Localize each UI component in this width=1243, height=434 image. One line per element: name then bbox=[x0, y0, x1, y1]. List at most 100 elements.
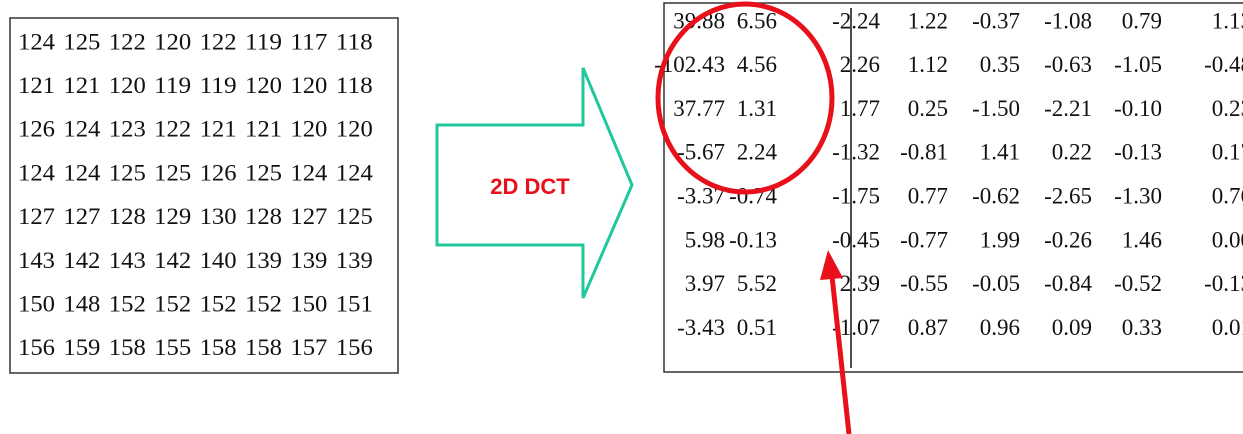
matrix-cell: 120 bbox=[245, 73, 282, 98]
matrix-cell: 125 bbox=[336, 204, 373, 229]
matrix-cell: 0.00 bbox=[1212, 227, 1243, 252]
matrix-cell: 121 bbox=[18, 73, 55, 98]
matrix-cell: -5.67 bbox=[677, 140, 725, 165]
matrix-cell: 120 bbox=[336, 117, 373, 142]
matrix-cell: 124 bbox=[63, 117, 101, 142]
matrix-cell: 120 bbox=[154, 29, 191, 54]
matrix-cell: -0.13 bbox=[1114, 140, 1162, 165]
cells: 124 125 122 120 122 119 117 118 121 121 120 119 119 1… bbox=[18, 8, 1243, 360]
matrix-cell: 0.35 bbox=[980, 52, 1020, 77]
matrix-cell: -2.21 bbox=[1044, 96, 1092, 121]
matrix-cell: 120 bbox=[290, 73, 327, 98]
transform-label: 2D DCT bbox=[490, 174, 570, 199]
matrix-cell: 123 bbox=[109, 117, 146, 142]
matrix-cell: 0.87 bbox=[908, 315, 948, 340]
matrix-cell: 0.79 bbox=[1122, 8, 1162, 33]
matrix-cell: 124 bbox=[63, 160, 101, 185]
matrix-cell: 152 bbox=[109, 291, 146, 316]
matrix-cell: -0.05 bbox=[972, 271, 1020, 296]
matrix-cell: 1.77 bbox=[840, 96, 880, 121]
matrix-cell: 117 bbox=[290, 29, 327, 54]
matrix-cell: 0.22 bbox=[1052, 140, 1092, 165]
matrix-cell: 143 bbox=[18, 248, 55, 273]
matrix-cell: 128 bbox=[109, 204, 146, 229]
matrix-cell: 2.26 bbox=[840, 52, 880, 77]
matrix-cell: 0.96 bbox=[980, 315, 1020, 340]
matrix-cell: -1.32 bbox=[832, 140, 880, 165]
matrix-cell: -2.65 bbox=[1044, 183, 1092, 208]
matrix-cell: -0.26 bbox=[1044, 227, 1092, 252]
matrix-cell: 0.51 bbox=[737, 315, 777, 340]
matrix-cell: 125 bbox=[63, 29, 100, 54]
matrix-cell: 2.24 bbox=[737, 140, 778, 165]
matrix-cell: 1.13 bbox=[1212, 8, 1243, 33]
matrix-cell: 124 bbox=[336, 160, 374, 185]
matrix-cell: 139 bbox=[245, 248, 282, 273]
matrix-cell: 122 bbox=[109, 29, 146, 54]
matrix-cell: 1.31 bbox=[737, 96, 777, 121]
matrix-cell: 0.33 bbox=[1122, 315, 1162, 340]
matrix-cell: 139 bbox=[290, 248, 327, 273]
matrix-cell: 5.98 bbox=[685, 227, 725, 252]
matrix-cell: 122 bbox=[154, 117, 191, 142]
matrix-cell: 125 bbox=[109, 160, 146, 185]
matrix-cell: -0.62 bbox=[972, 183, 1020, 208]
matrix-cell: 122 bbox=[200, 29, 237, 54]
matrix-cell: 0.01 bbox=[1212, 315, 1243, 340]
matrix-cell: 120 bbox=[109, 73, 146, 98]
matrix-cell: 152 bbox=[245, 291, 282, 316]
matrix-cell: 1.41 bbox=[980, 140, 1020, 165]
matrix-cell: 3.97 bbox=[685, 271, 725, 296]
matrix-cell: -3.43 bbox=[677, 315, 725, 340]
matrix-cell: 127 bbox=[290, 204, 327, 229]
matrix-cell: 0.77 bbox=[908, 183, 948, 208]
matrix-cell: 121 bbox=[63, 73, 100, 98]
matrix-cell: 143 bbox=[109, 248, 146, 273]
matrix-cell: 150 bbox=[18, 291, 55, 316]
matrix-cell: 0.17 bbox=[1212, 140, 1243, 165]
matrix-cell: -0.77 bbox=[900, 227, 948, 252]
matrix-cell: 140 bbox=[200, 248, 237, 273]
matrix-cell: 0.09 bbox=[1052, 315, 1092, 340]
matrix-cell: -0.10 bbox=[1114, 96, 1162, 121]
matrix-cell: -0.13 bbox=[1204, 271, 1243, 296]
matrix-cell: 0.25 bbox=[908, 96, 948, 121]
matrix-cell: 120 bbox=[290, 117, 327, 142]
matrix-cell: 118 bbox=[336, 29, 373, 54]
matrix-cell: -1.75 bbox=[832, 183, 880, 208]
matrix-cell: 37.77 bbox=[673, 96, 725, 121]
matrix-cell: 118 bbox=[336, 73, 373, 98]
matrix-cell: -0.55 bbox=[900, 271, 948, 296]
matrix-cell: 1.46 bbox=[1122, 227, 1162, 252]
matrix-cell: 148 bbox=[63, 291, 100, 316]
matrix-cell: -0.45 bbox=[832, 227, 880, 252]
matrix-cell: 126 bbox=[200, 160, 237, 185]
matrix-cell: 6.56 bbox=[737, 8, 777, 33]
matrix-cell: 130 bbox=[200, 204, 237, 229]
matrix-cell: 156 bbox=[18, 335, 55, 360]
matrix-cell: 119 bbox=[200, 73, 237, 98]
matrix-cell: 1.12 bbox=[908, 52, 948, 77]
matrix-cell: 151 bbox=[336, 291, 373, 316]
matrix-cell: -0.63 bbox=[1044, 52, 1092, 77]
matrix-cell: 119 bbox=[245, 29, 282, 54]
output-box bbox=[663, 2, 1243, 373]
matrix-cell: -1.05 bbox=[1114, 52, 1162, 77]
matrix-cell: -0.13 bbox=[729, 227, 777, 252]
matrix-cell: 157 bbox=[290, 335, 327, 360]
matrix-cell: 159 bbox=[63, 335, 100, 360]
matrix-cell: 127 bbox=[63, 204, 100, 229]
matrix-cell: 0.76 bbox=[1212, 183, 1243, 208]
matrix-cell: 0.23 bbox=[1212, 96, 1243, 121]
matrix-cell: 129 bbox=[154, 204, 191, 229]
matrix-cell: 150 bbox=[290, 291, 327, 316]
matrix-cell: 119 bbox=[154, 73, 191, 98]
transform-arrow bbox=[435, 67, 634, 299]
matrix-cell: -0.84 bbox=[1044, 271, 1092, 296]
matrix-cell: 124 bbox=[18, 160, 56, 185]
matrix-cell: -2.24 bbox=[832, 8, 880, 33]
highlight-ellipse bbox=[655, 1, 835, 195]
matrix-cell: -1.50 bbox=[972, 96, 1020, 121]
matrix-cell: 4.56 bbox=[737, 52, 777, 77]
